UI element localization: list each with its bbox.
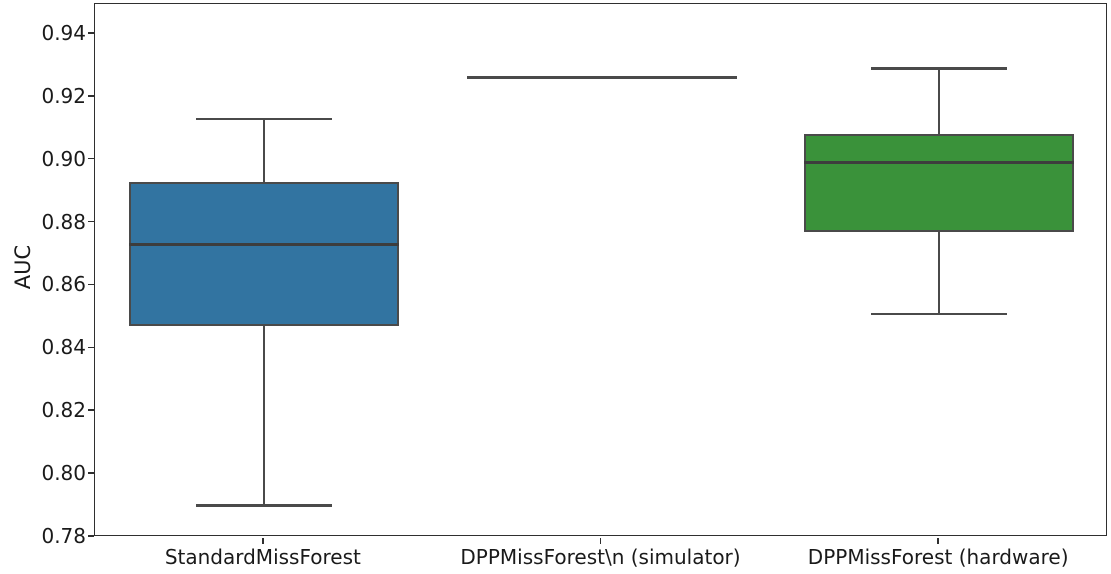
- lower-whisker-line: [262, 326, 265, 506]
- x-tick-mark: [599, 537, 602, 544]
- y-tick-label: 0.86: [41, 272, 86, 297]
- y-tick-label: 0.82: [41, 398, 86, 423]
- y-tick-mark: [87, 32, 94, 34]
- y-tick-mark: [87, 346, 94, 349]
- x-tick-mark: [262, 537, 264, 544]
- median-line: [804, 161, 1075, 165]
- y-tick-label: 0.90: [41, 146, 86, 171]
- x-tick-label: StandardMissForest: [164, 545, 361, 569]
- x-tick-mark: [937, 537, 939, 544]
- plot-area: [94, 3, 1107, 536]
- lower-whisker-cap: [195, 504, 332, 507]
- y-tick-mark: [87, 409, 94, 411]
- upper-whisker-line: [938, 68, 941, 135]
- lower-whisker-line: [938, 231, 941, 314]
- y-tick-label: 0.80: [41, 461, 86, 486]
- y-tick-label: 0.94: [41, 20, 86, 45]
- box-rect: [128, 181, 399, 327]
- collapsed-box-line: [466, 76, 737, 80]
- y-tick-label: 0.88: [41, 209, 86, 234]
- y-tick-mark: [87, 157, 94, 160]
- upper-whisker-line: [262, 118, 265, 182]
- lower-whisker-cap: [871, 312, 1008, 315]
- y-tick-mark: [87, 472, 94, 474]
- y-tick-mark: [87, 535, 94, 537]
- upper-whisker-cap: [195, 117, 332, 120]
- median-line: [128, 243, 399, 246]
- box-rect: [804, 134, 1075, 232]
- y-tick-label: 0.78: [41, 524, 86, 548]
- y-tick-label: 0.92: [41, 83, 86, 108]
- y-tick-label: 0.84: [41, 335, 86, 360]
- y-tick-mark: [87, 220, 94, 223]
- x-tick-label: DPPMissForest\n (simulator): [460, 545, 741, 569]
- upper-whisker-cap: [871, 67, 1008, 70]
- y-tick-mark: [87, 283, 94, 286]
- x-tick-label: DPPMissForest (hardware): [807, 545, 1069, 569]
- y-tick-mark: [87, 94, 94, 97]
